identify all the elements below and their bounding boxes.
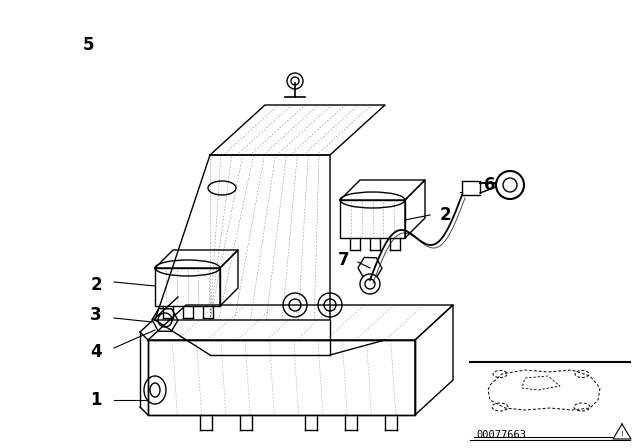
Ellipse shape — [574, 403, 590, 411]
Polygon shape — [405, 180, 425, 238]
Polygon shape — [148, 340, 415, 415]
Circle shape — [324, 299, 336, 311]
Text: 5: 5 — [83, 36, 93, 54]
Ellipse shape — [208, 181, 236, 195]
Circle shape — [496, 171, 524, 199]
Circle shape — [318, 293, 342, 317]
Text: 4: 4 — [90, 343, 102, 361]
Circle shape — [158, 313, 172, 327]
Polygon shape — [155, 250, 238, 268]
Text: 6: 6 — [484, 176, 496, 194]
Ellipse shape — [493, 370, 507, 378]
Text: 2: 2 — [90, 276, 102, 294]
Circle shape — [283, 293, 307, 317]
Polygon shape — [155, 268, 220, 306]
Circle shape — [503, 178, 517, 192]
Circle shape — [365, 279, 375, 289]
Circle shape — [360, 274, 380, 294]
Polygon shape — [210, 105, 385, 155]
Ellipse shape — [150, 383, 160, 397]
Text: 7: 7 — [338, 251, 350, 269]
Polygon shape — [155, 155, 330, 320]
Text: 2: 2 — [439, 206, 451, 224]
Text: !: ! — [621, 431, 623, 437]
Polygon shape — [148, 305, 453, 340]
Polygon shape — [340, 200, 405, 238]
Circle shape — [291, 77, 299, 85]
Circle shape — [287, 73, 303, 89]
Ellipse shape — [492, 403, 508, 411]
Ellipse shape — [340, 192, 405, 208]
Text: 1: 1 — [90, 391, 102, 409]
Polygon shape — [340, 180, 425, 200]
Circle shape — [289, 299, 301, 311]
Ellipse shape — [155, 260, 220, 276]
Polygon shape — [220, 250, 238, 306]
Ellipse shape — [575, 370, 589, 378]
Ellipse shape — [144, 376, 166, 404]
Polygon shape — [415, 305, 453, 415]
Text: 3: 3 — [90, 306, 102, 324]
Text: 00077663: 00077663 — [476, 430, 526, 440]
